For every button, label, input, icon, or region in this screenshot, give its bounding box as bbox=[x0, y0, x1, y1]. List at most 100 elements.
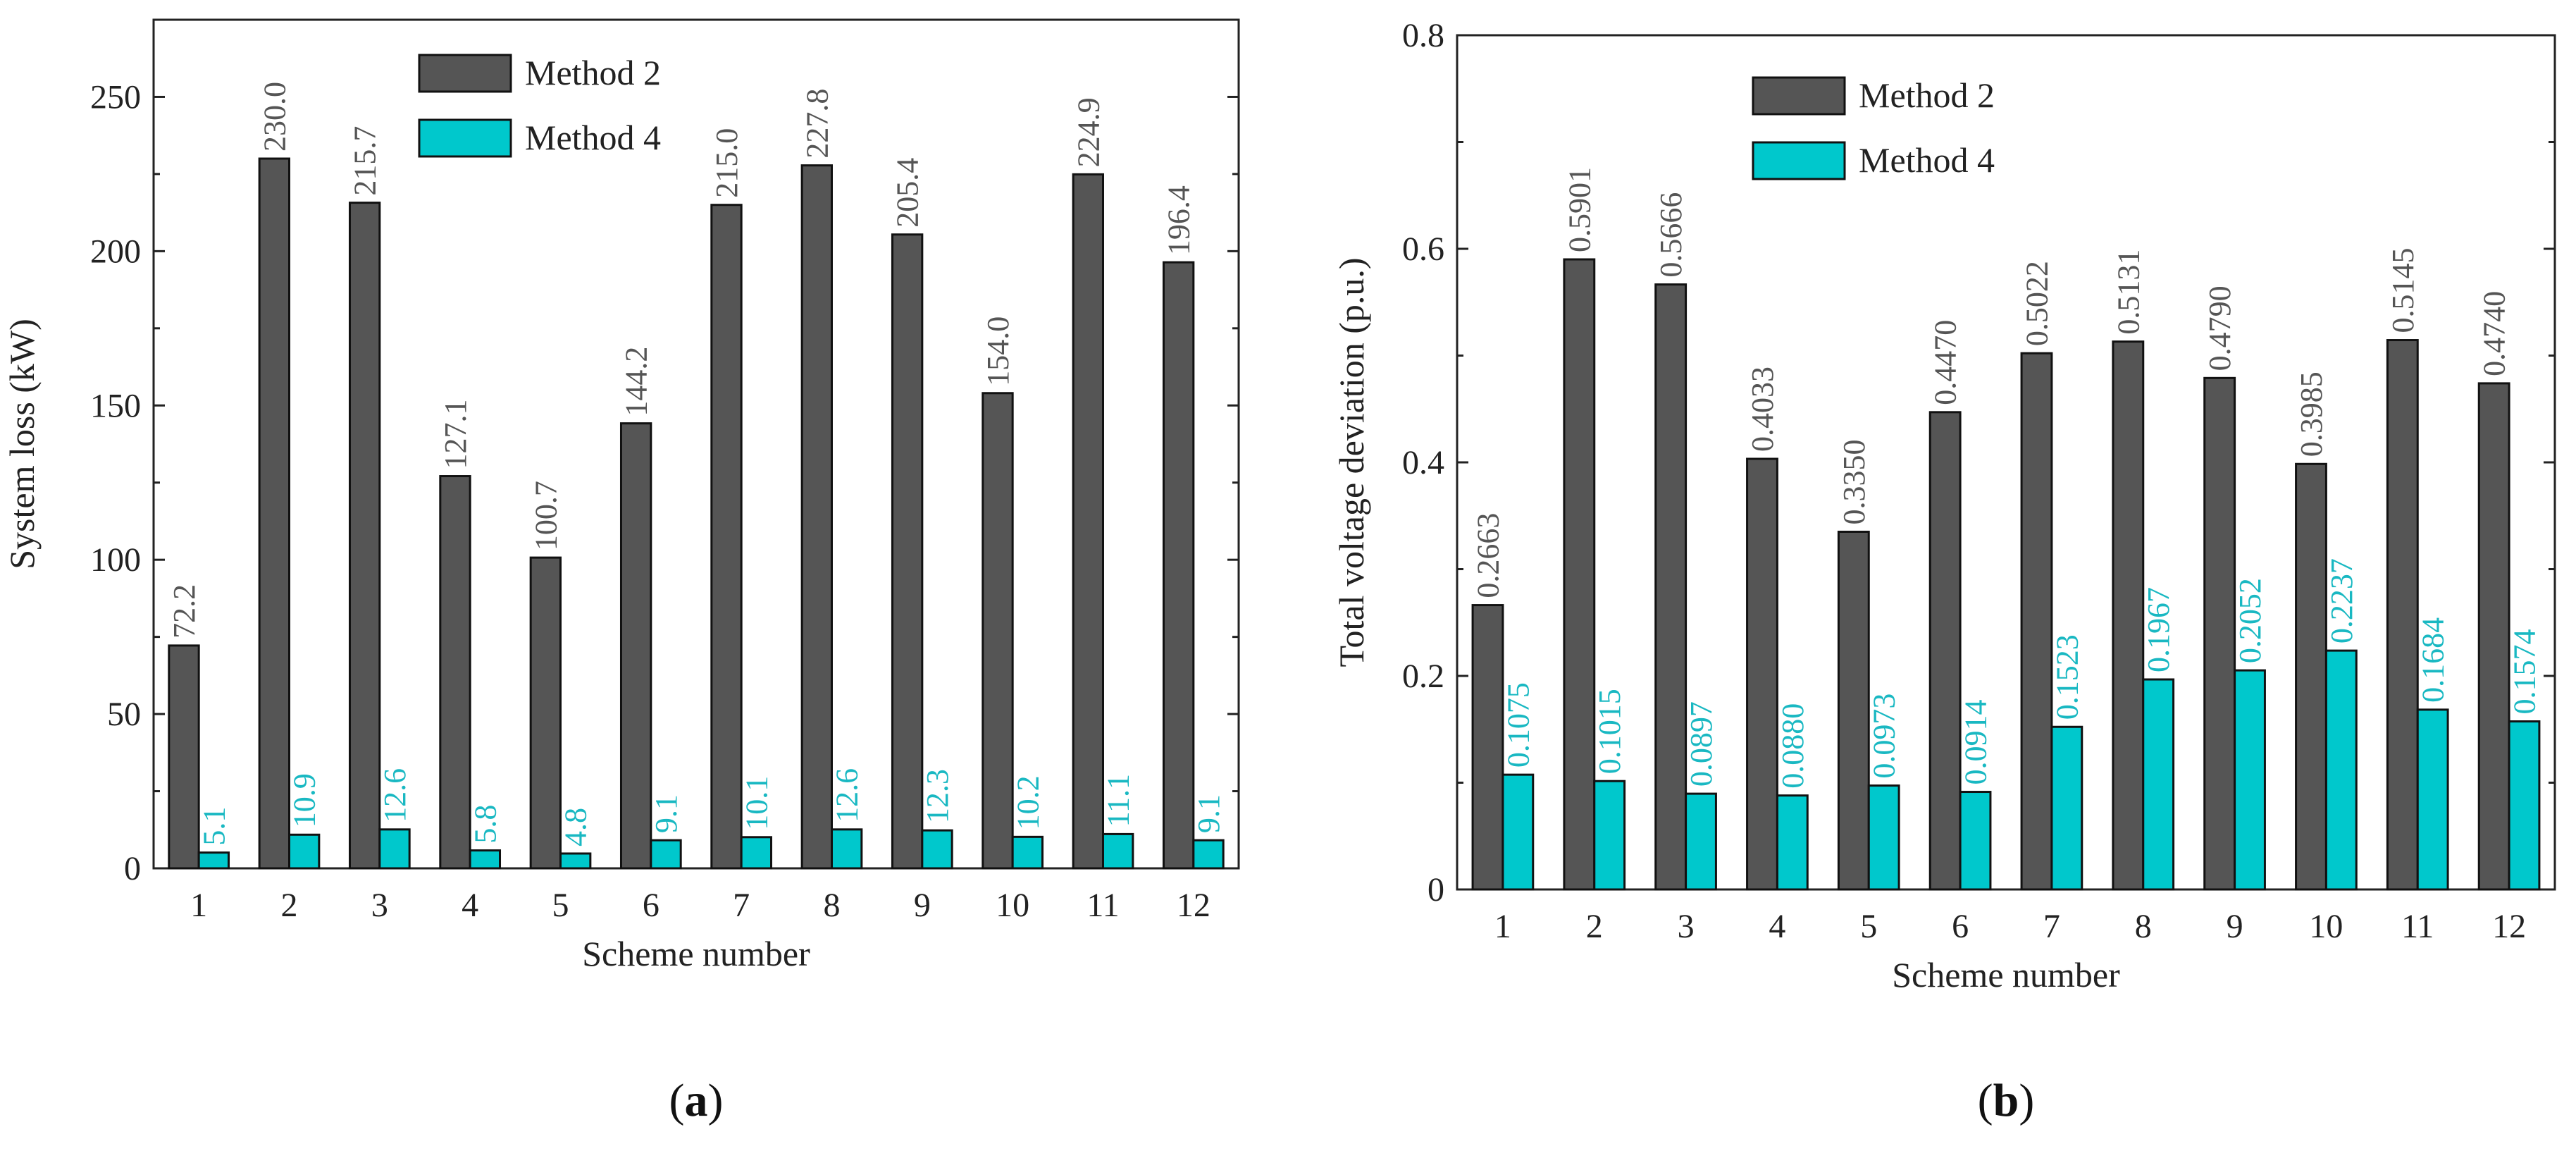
legend-swatch-method2 bbox=[418, 54, 512, 93]
data-label: 230.0 bbox=[257, 82, 292, 152]
bar-method2 bbox=[2020, 352, 2053, 891]
data-label: 0.1015 bbox=[1592, 689, 1627, 774]
data-label: 0.2052 bbox=[2233, 578, 2267, 663]
bar-method4 bbox=[2050, 725, 2083, 891]
bar-method2 bbox=[348, 202, 381, 870]
bar-method4 bbox=[1959, 791, 1992, 891]
y-tick-label: 150 bbox=[90, 387, 141, 424]
bar-method4 bbox=[2416, 708, 2449, 891]
data-label: 0.4790 bbox=[2203, 285, 2237, 371]
bar-method4 bbox=[197, 851, 230, 870]
bar-method2 bbox=[1928, 411, 1962, 891]
x-tick-label: 3 bbox=[1678, 908, 1695, 945]
data-label: 0.2663 bbox=[1470, 513, 1505, 598]
data-label: 154.0 bbox=[981, 316, 1015, 386]
data-label: 215.7 bbox=[348, 126, 383, 196]
bar-method4 bbox=[921, 829, 953, 870]
bar-method2 bbox=[2477, 382, 2510, 891]
bar-method4 bbox=[740, 836, 773, 870]
y-tick-label: 0.2 bbox=[1402, 658, 1444, 695]
y-tick-label: 0 bbox=[124, 850, 141, 887]
bar-method4 bbox=[1102, 832, 1134, 870]
data-label: 100.7 bbox=[528, 481, 563, 550]
chart-panel-b: 0 0.2 0.4 0.6 0.8 1 0.2663 0.1075 2 0.5901 0.1015 3… bbox=[1332, 17, 2556, 1126]
data-label: 9.1 bbox=[649, 794, 683, 833]
x-axis-title: Scheme number bbox=[582, 934, 810, 973]
data-label: 224.9 bbox=[1071, 97, 1106, 167]
data-label: 0.0914 bbox=[1959, 700, 1993, 785]
x-axis-title: Scheme number bbox=[1892, 955, 2120, 994]
panel-label-open: ( bbox=[669, 1075, 685, 1126]
legend-swatch-method4 bbox=[418, 118, 512, 158]
data-label: 0.4740 bbox=[2477, 291, 2512, 376]
bar-method2 bbox=[710, 204, 743, 870]
y-axis-title: System loss (kW) bbox=[2, 319, 42, 569]
bar-method4 bbox=[559, 852, 592, 870]
data-label: 0.0973 bbox=[1867, 694, 1902, 779]
bar-method4 bbox=[1867, 784, 1900, 891]
bar-method2 bbox=[258, 157, 290, 870]
legend-swatch-method4 bbox=[1752, 141, 1846, 180]
data-label: 0.5145 bbox=[2386, 248, 2420, 333]
bar-method4 bbox=[2324, 649, 2358, 891]
x-tick-label: 3 bbox=[371, 887, 388, 924]
data-label: 0.4033 bbox=[1745, 367, 1780, 452]
bar-method4 bbox=[1685, 792, 1717, 891]
panel-label-close: ) bbox=[708, 1075, 724, 1126]
bar-method2 bbox=[439, 475, 471, 870]
x-tick-label: 5 bbox=[1860, 908, 1877, 945]
bar-method4 bbox=[831, 828, 863, 870]
data-label: 0.0880 bbox=[1776, 703, 1810, 789]
y-axis-title: Total voltage deviation (p.u.) bbox=[1332, 257, 1371, 667]
data-label: 10.1 bbox=[739, 776, 774, 830]
data-label: 12.6 bbox=[378, 768, 412, 823]
bar-method4 bbox=[288, 833, 321, 870]
bar-method2 bbox=[2112, 340, 2145, 891]
plot-frame bbox=[152, 18, 1240, 870]
x-tick-label: 9 bbox=[2227, 908, 2243, 945]
bar-method2 bbox=[1654, 283, 1688, 891]
data-label: 205.4 bbox=[891, 158, 925, 228]
data-label: 227.8 bbox=[800, 89, 834, 159]
bar-method4 bbox=[1776, 794, 1809, 891]
data-label: 72.2 bbox=[167, 584, 202, 639]
x-tick-label: 8 bbox=[2135, 908, 2152, 945]
x-tick-label: 2 bbox=[281, 887, 298, 924]
data-label: 0.2237 bbox=[2324, 558, 2359, 643]
data-label: 0.4470 bbox=[1928, 320, 1963, 405]
bar-method2 bbox=[1746, 457, 1778, 891]
y-tick-label: 100 bbox=[90, 541, 141, 579]
x-tick-label: 7 bbox=[733, 887, 750, 924]
bar-method2 bbox=[2295, 462, 2327, 891]
bar-method4 bbox=[2508, 720, 2541, 891]
y-tick-label: 0.4 bbox=[1402, 444, 1444, 481]
data-label: 5.8 bbox=[468, 805, 502, 844]
data-label: 0.1075 bbox=[1501, 682, 1535, 768]
panel-label-close: ) bbox=[2019, 1075, 2034, 1126]
bar-method2 bbox=[168, 644, 200, 870]
data-label: 0.3350 bbox=[1837, 439, 1871, 524]
data-label: 0.1574 bbox=[2508, 629, 2542, 715]
bar-method4 bbox=[2234, 669, 2266, 891]
y-tick-label: 0.6 bbox=[1402, 230, 1444, 268]
x-tick-label: 11 bbox=[2401, 908, 2434, 945]
data-label: 9.1 bbox=[1191, 794, 1226, 833]
legend-label: Method 4 bbox=[1859, 140, 1995, 180]
data-label: 0.3985 bbox=[2294, 371, 2329, 457]
bar-method4 bbox=[1192, 839, 1225, 870]
x-tick-label: 11 bbox=[1086, 887, 1119, 924]
bar-method2 bbox=[891, 233, 924, 870]
x-tick-label: 9 bbox=[914, 887, 931, 924]
data-label: 11.1 bbox=[1101, 774, 1136, 827]
x-tick-label: 8 bbox=[824, 887, 841, 924]
x-tick-label: 4 bbox=[1769, 908, 1785, 945]
y-tick-label: 200 bbox=[90, 233, 141, 270]
legend-label: Method 4 bbox=[525, 118, 661, 157]
legend-label: Method 2 bbox=[1859, 75, 1995, 115]
bar-method4 bbox=[469, 849, 502, 870]
bar-method2 bbox=[800, 164, 834, 870]
data-label: 0.1523 bbox=[2050, 634, 2084, 720]
x-tick-label: 1 bbox=[1494, 908, 1511, 945]
panel-label-open: ( bbox=[1978, 1075, 1993, 1126]
